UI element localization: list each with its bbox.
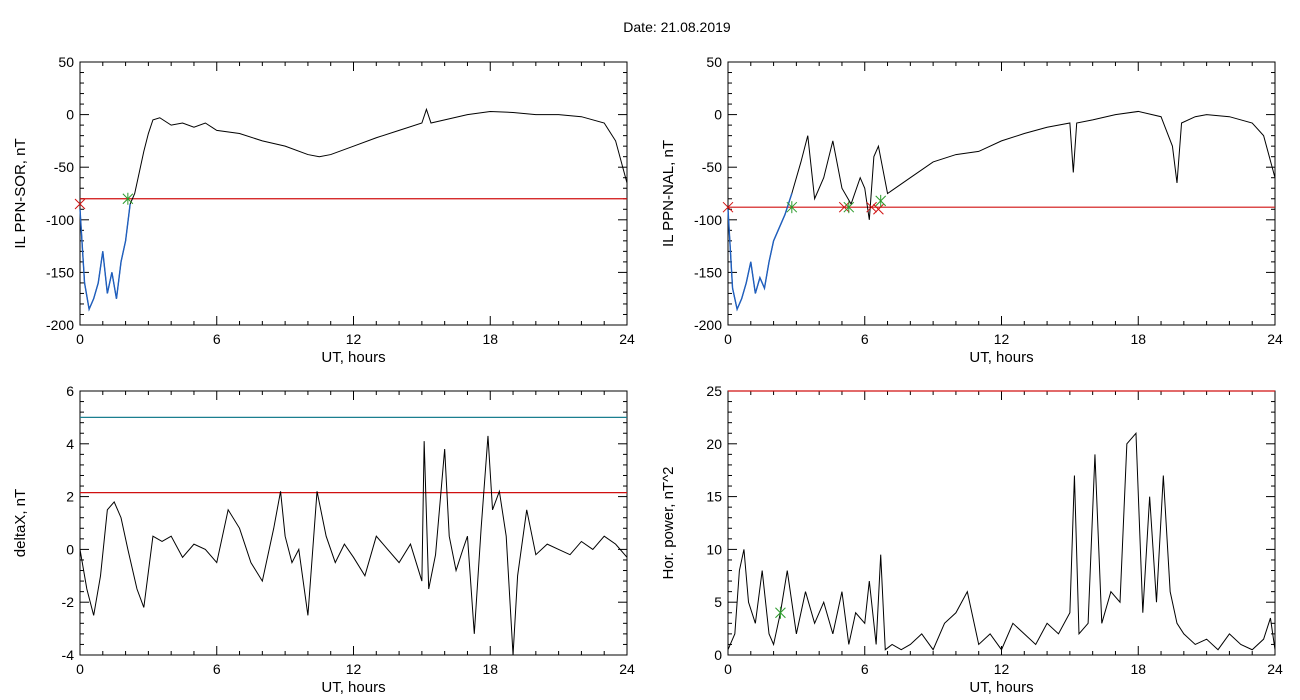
onset-marker-icon (875, 194, 887, 207)
x-tick-label: 12 (994, 331, 1010, 347)
y-tick-label: 4 (66, 436, 74, 452)
y-tick-label: -100 (694, 212, 722, 228)
page-title: Date: 21.08.2019 (623, 19, 731, 35)
onset-marker-icon (122, 192, 134, 205)
y-tick-label: 10 (706, 541, 722, 557)
onset-marker-icon (775, 606, 786, 619)
series-line (79, 435, 628, 656)
marker-stroke (838, 201, 850, 213)
y-tick-label: -50 (54, 159, 74, 175)
marker-stroke (74, 198, 86, 210)
y-tick-label: -150 (46, 264, 74, 280)
x-tick-label: 18 (1130, 661, 1146, 677)
x-tick-label: 24 (619, 331, 635, 347)
end-marker-icon (74, 198, 86, 210)
plot-frame (79, 61, 628, 326)
x-tick-label: 0 (724, 331, 732, 347)
storm-segment-line (727, 193, 793, 312)
series-line (727, 431, 1276, 651)
x-axis-label: UT, hours (969, 349, 1033, 366)
x-tick-label: 12 (994, 661, 1010, 677)
y-tick-label: -100 (46, 212, 74, 228)
x-tick-label: 12 (346, 661, 362, 677)
y-tick-label: -200 (694, 317, 722, 333)
x-tick-label: 6 (213, 331, 221, 347)
y-tick-label: -200 (46, 317, 74, 333)
x-axis-label: UT, hours (969, 679, 1033, 696)
y-axis-label: IL PPN-NAL, nT (660, 140, 677, 247)
plot-frame (727, 390, 1276, 656)
y-tick-label: 25 (706, 383, 722, 399)
end-marker-icon (873, 203, 884, 215)
y-axis-label: deltaX, nT (12, 489, 29, 557)
y-axis-label: IL PPN-SOR, nT (12, 138, 29, 248)
end-marker-icon (722, 201, 734, 213)
x-axis-label: UT, hours (321, 679, 385, 696)
x-tick-label: 18 (482, 331, 498, 347)
x-tick-label: 6 (213, 661, 221, 677)
y-tick-label: -4 (62, 647, 75, 663)
x-tick-label: 0 (724, 661, 732, 677)
x-tick-label: 18 (1130, 331, 1146, 347)
marker-stroke (722, 201, 734, 213)
x-tick-label: 18 (482, 661, 498, 677)
y-tick-label: -50 (702, 159, 722, 175)
y-tick-label: 2 (66, 489, 74, 505)
x-tick-label: 24 (1267, 331, 1283, 347)
marker-stroke (873, 203, 884, 215)
onset-marker-icon (843, 201, 855, 214)
x-tick-label: 6 (861, 331, 869, 347)
plot-frame (79, 390, 628, 656)
y-tick-label: 20 (706, 436, 722, 452)
end-marker-icon (838, 201, 850, 213)
y-tick-label: 5 (714, 594, 722, 610)
y-tick-label: 0 (714, 107, 722, 123)
y-tick-label: 50 (706, 54, 722, 70)
storm-segment-line (79, 203, 131, 312)
x-tick-label: 0 (76, 661, 84, 677)
marker-stroke (866, 201, 877, 213)
x-tick-label: 12 (346, 331, 362, 347)
x-tick-label: 24 (1267, 661, 1283, 677)
y-tick-label: 0 (66, 107, 74, 123)
chart-il-nal: 0 6 12 18 24 -200 -150 -100 -50 0 50 UT, hours IL PP… (660, 54, 1283, 366)
y-tick-label: 6 (66, 383, 74, 399)
x-tick-label: 0 (76, 331, 84, 347)
y-axis-label: Hor. power, nT^2 (660, 467, 677, 580)
x-tick-label: 24 (619, 661, 635, 677)
x-axis-label: UT, hours (321, 349, 385, 366)
y-tick-label: -150 (694, 264, 722, 280)
y-tick-label: 15 (706, 489, 722, 505)
end-marker-icon (866, 201, 877, 213)
chart-hor-power: 0 6 12 18 24 0 5 10 15 20 25 UT, hours Hor. power, n… (660, 383, 1283, 696)
chart-il-sor: 0 6 12 18 24 -200 -150 -100 -50 0 50 UT, hours IL PP… (12, 54, 635, 366)
series-line (79, 107, 628, 311)
onset-marker-icon (786, 201, 798, 214)
x-tick-label: 6 (861, 661, 869, 677)
y-tick-label: 50 (58, 54, 74, 70)
series-line (727, 110, 1276, 311)
y-tick-label: 0 (66, 541, 74, 557)
plot-frame (727, 61, 1276, 326)
y-tick-label: 0 (714, 647, 722, 663)
y-tick-label: -2 (62, 594, 75, 610)
